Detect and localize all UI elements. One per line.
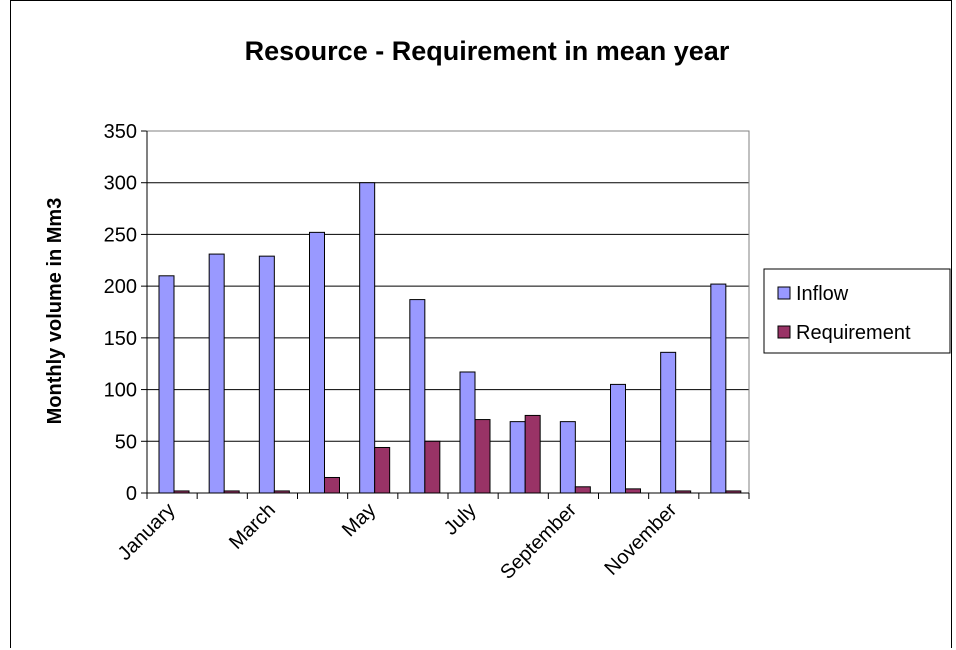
y-tick-label: 0 (126, 483, 137, 505)
y-tick-label: 200 (104, 276, 137, 298)
plot-area: 0 50 100 150 200 250 300 350 January March May July… (104, 121, 750, 584)
bar-requirement (374, 446, 391, 494)
bar-inflow (509, 421, 526, 494)
bar-inflow (208, 253, 225, 494)
bar-requirement (574, 486, 591, 494)
x-tick-label: March (225, 499, 280, 554)
x-tick-label: September (496, 499, 581, 584)
bar-inflow (409, 299, 426, 494)
bar-requirement (424, 440, 441, 494)
legend-box (763, 268, 951, 354)
legend-label-inflow: Inflow (796, 283, 849, 305)
bar-inflow (258, 255, 275, 494)
bar-requirement (524, 414, 541, 494)
x-tick-label: November (600, 499, 681, 580)
bar-inflow (710, 283, 727, 494)
bar-requirement (625, 488, 641, 494)
legend: Inflow Requirement (763, 268, 951, 354)
chart-title: Resource - Requirement in mean year (245, 36, 730, 66)
y-tick-label: 50 (115, 431, 137, 453)
plot-background (147, 131, 749, 493)
y-axis-label: Monthly volume in Mm3 (44, 198, 66, 425)
legend-swatch-requirement (777, 325, 791, 339)
y-tick-label: 150 (104, 328, 137, 350)
bar-inflow (559, 421, 576, 494)
y-tick-label: 250 (104, 224, 137, 246)
bar-inflow (459, 371, 476, 494)
y-tick-label: 350 (104, 121, 137, 143)
x-tick-label: January (114, 499, 180, 565)
bar-inflow (359, 182, 376, 494)
chart-svg: Resource - Requirement in mean year Mont… (44, 36, 951, 584)
y-tick-label: 300 (104, 173, 137, 195)
x-tick-label: May (338, 499, 380, 541)
bar-inflow (660, 351, 677, 494)
chart-frame: Resource - Requirement in mean year Mont… (10, 0, 952, 648)
y-tick-label: 100 (104, 380, 137, 402)
legend-label-requirement: Requirement (796, 322, 911, 344)
x-tick-label: July (440, 499, 481, 540)
bar-requirement (474, 419, 491, 494)
bar-inflow (610, 383, 626, 494)
bar-requirement (324, 476, 340, 494)
bar-inflow (158, 275, 175, 494)
legend-swatch-inflow (777, 286, 791, 300)
bar-inflow (309, 231, 325, 494)
